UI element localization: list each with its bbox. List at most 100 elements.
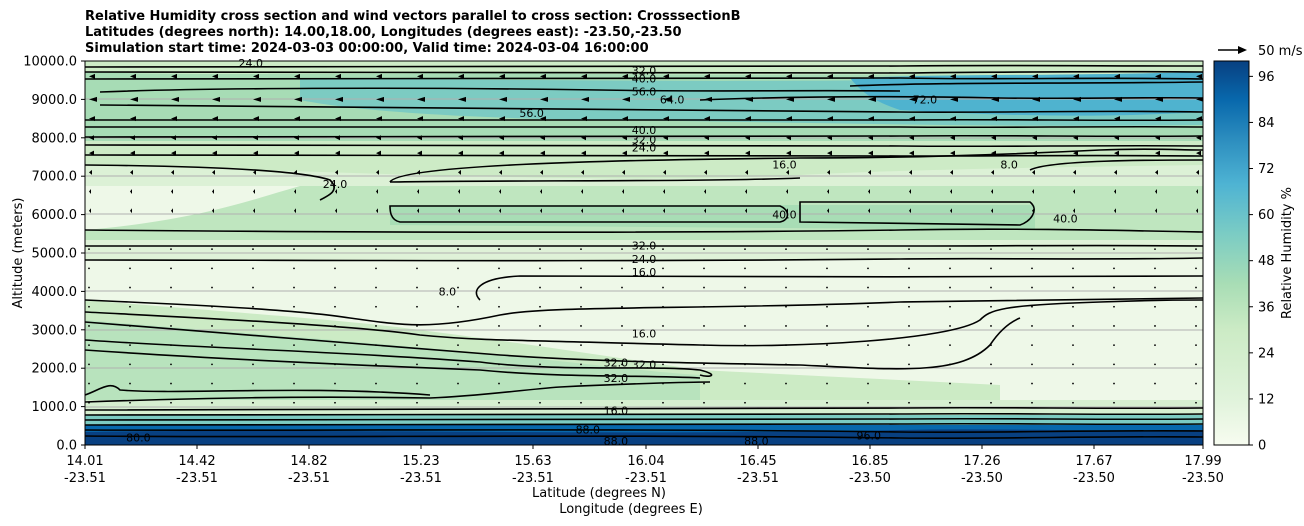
- colorbar-tick-label: 0: [1258, 439, 1266, 454]
- wind-arrow: [458, 96, 466, 102]
- wind-arrow: [663, 208, 665, 214]
- wind-dot: [949, 325, 951, 327]
- wind-dot: [375, 305, 377, 308]
- wind-dot: [252, 325, 254, 327]
- wind-dot: [867, 344, 869, 347]
- wind-arrow: [1032, 189, 1034, 195]
- wind-dot: [211, 305, 213, 308]
- wind-arrow: [294, 96, 302, 102]
- wind-arrow: [663, 189, 665, 195]
- wind-dot: [662, 363, 664, 366]
- wind-dot: [990, 363, 992, 366]
- wind-dot: [252, 401, 254, 404]
- wind-arrow: [1114, 116, 1120, 122]
- wind-arrow: [458, 73, 464, 79]
- wind-arrow: [89, 189, 91, 195]
- wind-arrow: [622, 73, 628, 79]
- y-tick-label: 10000.0: [23, 55, 77, 70]
- wind-dot: [621, 363, 623, 366]
- wind-dot: [457, 305, 459, 308]
- wind-dot: [1154, 286, 1156, 289]
- wind-dot: [334, 286, 336, 289]
- wind-arrow: [704, 73, 710, 79]
- x-tick-label-lat: 17.99: [1184, 454, 1221, 469]
- wind-dot: [662, 267, 664, 270]
- wind-arrow: [950, 116, 956, 122]
- wind-arrow: [376, 169, 379, 175]
- wind-dot: [1113, 248, 1115, 251]
- wind-dot: [375, 325, 377, 327]
- wind-arrow: [1114, 96, 1122, 102]
- wind-dot: [88, 267, 90, 270]
- wind-dot: [908, 267, 910, 270]
- contour-line: [85, 381, 711, 403]
- wind-arrow: [1196, 73, 1202, 79]
- wind-arrow: [991, 208, 993, 214]
- contour-line: [85, 134, 1203, 138]
- wind-arrow: [253, 208, 255, 214]
- wind-dot: [498, 305, 500, 308]
- wind-arrow: [745, 73, 751, 79]
- contour-label: 96.0: [856, 429, 881, 442]
- y-tick-label: 9000.0: [32, 93, 78, 108]
- wind-dot: [211, 267, 213, 270]
- wind-arrow: [540, 169, 543, 175]
- wind-arrow: [827, 116, 833, 122]
- wind-dot: [826, 248, 828, 251]
- contour-line: [389, 148, 1203, 183]
- wind-dot: [703, 305, 705, 308]
- wind-dot: [703, 382, 705, 385]
- wind-dot: [703, 344, 705, 347]
- wind-dot: [375, 267, 377, 270]
- wind-dot: [662, 286, 664, 289]
- x-tick-label-lat: 14.82: [290, 454, 327, 469]
- wind-arrow: [1196, 150, 1201, 156]
- wind-arrow: [89, 150, 94, 156]
- wind-dot: [867, 286, 869, 289]
- wind-arrow: [1196, 189, 1198, 195]
- wind-dot: [129, 325, 131, 327]
- wind-arrow: [1114, 150, 1119, 156]
- wind-arrow: [171, 73, 177, 79]
- wind-dot: [1195, 344, 1197, 347]
- wind-arrow: [622, 96, 630, 102]
- contour-line: [99, 87, 901, 93]
- wind-dot: [826, 286, 828, 289]
- wind-arrow: [212, 150, 217, 156]
- wind-dot: [416, 363, 418, 366]
- wind-dot: [539, 344, 541, 347]
- contour-line: [85, 417, 1203, 421]
- wind-dot: [826, 382, 828, 385]
- wind-dot: [867, 325, 869, 327]
- wind-arrow: [294, 116, 300, 122]
- y-tick-label: 1000.0: [32, 400, 78, 415]
- wind-arrow: [417, 96, 425, 102]
- wind-dot: [457, 286, 459, 289]
- contour-label: 88.0: [576, 424, 601, 437]
- wind-dot: [375, 363, 377, 366]
- contour-label: 56.0: [632, 86, 657, 99]
- colorbar: 0 12 24 36 48 60 72 84 96 Relative Humidity %: [1213, 60, 1295, 454]
- wind-dot: [293, 286, 295, 289]
- chart-title-line-1: Relative Humidity cross section and wind…: [85, 9, 741, 24]
- contour-label: 24.0: [632, 141, 657, 154]
- wind-dot: [1195, 325, 1197, 327]
- wind-dot: [334, 248, 336, 251]
- wind-arrow: [1073, 150, 1078, 156]
- wind-arrow: [827, 135, 832, 141]
- wind-dot: [908, 344, 910, 347]
- wind-dot: [1154, 344, 1156, 347]
- wind-dot: [498, 382, 500, 385]
- wind-dot: [498, 344, 500, 347]
- wind-dot: [1031, 248, 1033, 251]
- wind-dot: [867, 401, 869, 404]
- wind-arrow: [1073, 169, 1076, 175]
- wind-dot: [416, 325, 418, 327]
- wind-arrow: [253, 96, 261, 102]
- wind-arrow: [499, 150, 504, 156]
- wind-arrow: [868, 116, 874, 122]
- wind-arrow: [786, 189, 788, 195]
- x-tick-label-lat: 16.04: [627, 454, 664, 469]
- wind-arrow: [1196, 169, 1199, 175]
- wind-dot: [457, 382, 459, 385]
